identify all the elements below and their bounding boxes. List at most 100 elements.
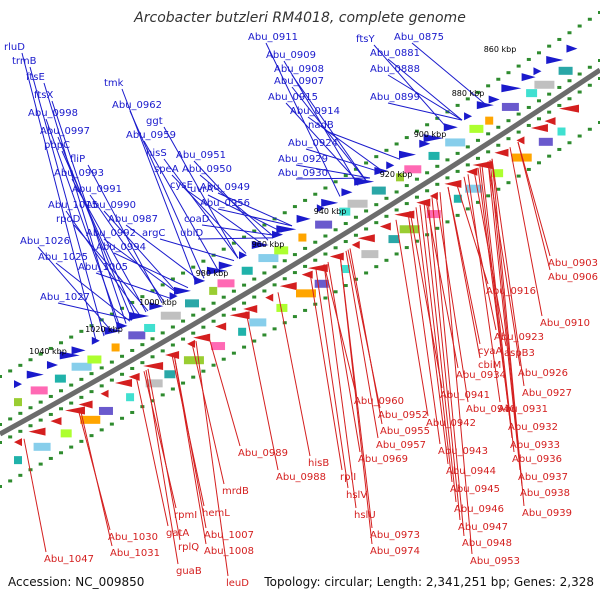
tick-dot (170, 277, 175, 281)
leader-line (129, 110, 205, 279)
gene-block (30, 386, 48, 395)
tick-dot (48, 412, 53, 416)
tick-dot (282, 211, 287, 215)
reverse-gene-label: Abu_0927 (522, 388, 572, 399)
gene-arrow (476, 101, 494, 110)
leader-line (327, 261, 361, 453)
tick-dot (374, 203, 379, 207)
reverse-gene-label: cyaA (478, 346, 503, 357)
tick-dot (18, 411, 23, 415)
tick-dot (425, 189, 430, 193)
leader-line (217, 192, 293, 227)
leader-line (349, 248, 383, 425)
tick-dot (333, 180, 338, 184)
map-title: Arcobacter butzleri RM4018, complete gen… (133, 10, 466, 26)
leader-line (45, 118, 121, 328)
tick-dot (394, 208, 399, 212)
gene-arrow (566, 44, 578, 53)
gene-arrow (533, 67, 542, 76)
gene-block (341, 265, 350, 274)
tick-dot (374, 221, 379, 225)
tick-dot (69, 445, 74, 449)
tick-dot (282, 259, 287, 263)
tick-dot (160, 283, 165, 287)
tick-dot (262, 289, 267, 293)
tick-dot (475, 90, 480, 94)
tick-dot (303, 264, 308, 268)
tick-dot (18, 363, 23, 367)
tick-dot (364, 227, 369, 231)
reverse-gene-label: Abu_0946 (454, 504, 504, 515)
leader-line (245, 311, 279, 471)
gene-block (71, 362, 92, 371)
leader-line (207, 333, 241, 447)
tick-dot (109, 378, 114, 382)
gene-arrow (379, 222, 391, 231)
tick-dot (109, 360, 114, 364)
tick-dot (28, 424, 33, 428)
tick-dot (557, 85, 562, 89)
reverse-gene-label: guaB (176, 566, 202, 577)
tick-dot (150, 337, 155, 341)
tick-dot (99, 428, 104, 432)
leader-line (395, 219, 429, 417)
tick-dot (455, 103, 460, 107)
tick-dot (547, 154, 552, 158)
leader-line (467, 174, 501, 403)
tick-dot (262, 271, 267, 275)
forward-gene-label: Abu_0907 (274, 76, 324, 87)
forward-gene-label: ftsY (356, 34, 375, 45)
tick-dot (99, 366, 104, 370)
leader-line (491, 158, 525, 507)
gene-block (60, 429, 72, 438)
reverse-gene-label: Abu_0941 (440, 390, 490, 401)
leader-line (61, 150, 137, 319)
tick-dot (455, 213, 460, 217)
forward-gene-label: Abu_0930 (278, 168, 328, 179)
kbp-label: 940 kbp (314, 207, 347, 216)
tick-dot (79, 395, 84, 399)
reverse-gene-label: Abu_0943 (438, 446, 488, 457)
forward-gene-label: Abu_0909 (266, 50, 316, 61)
leader-line (423, 202, 457, 503)
gene-arrow (169, 292, 178, 301)
forward-gene-label: Abu_1025 (38, 252, 88, 263)
tick-dot (201, 259, 206, 263)
reverse-gene-label: Abu_0960 (354, 396, 404, 407)
tick-dot (384, 196, 389, 200)
gene-arrow (394, 210, 415, 219)
leader-line (415, 207, 449, 465)
tick-dot (516, 130, 521, 134)
leader-line (373, 44, 449, 130)
reverse-gene-label: Abu_1031 (110, 548, 160, 559)
leader-line (411, 42, 487, 106)
gene-block (183, 356, 204, 365)
tick-dot (384, 214, 389, 218)
tick-dot (0, 375, 2, 378)
tick-dot (0, 441, 2, 444)
tick-dot (577, 134, 582, 138)
tick-dot (557, 147, 562, 151)
tick-dot (38, 462, 43, 466)
gene-block (465, 184, 483, 193)
tick-dot (313, 192, 318, 196)
leader-line (285, 102, 361, 185)
kbp-label: 1040 kbp (29, 347, 67, 356)
gene-block (238, 327, 247, 336)
reverse-gene-label: Abu_0942 (426, 418, 476, 429)
gene-arrow (464, 112, 473, 121)
gene-block (445, 138, 466, 147)
leader-line (325, 130, 401, 160)
tick-dot (181, 337, 186, 341)
tick-dot (8, 369, 13, 373)
tick-dot (343, 240, 348, 244)
tick-dot (394, 190, 399, 194)
gene-arrow (129, 312, 150, 321)
tick-dot (598, 77, 600, 80)
tick-dot (201, 369, 206, 373)
leader-line (291, 86, 367, 181)
tick-dot (557, 37, 562, 41)
tick-dot (303, 246, 308, 250)
reverse-gene-label: Abu_0953 (470, 556, 520, 567)
